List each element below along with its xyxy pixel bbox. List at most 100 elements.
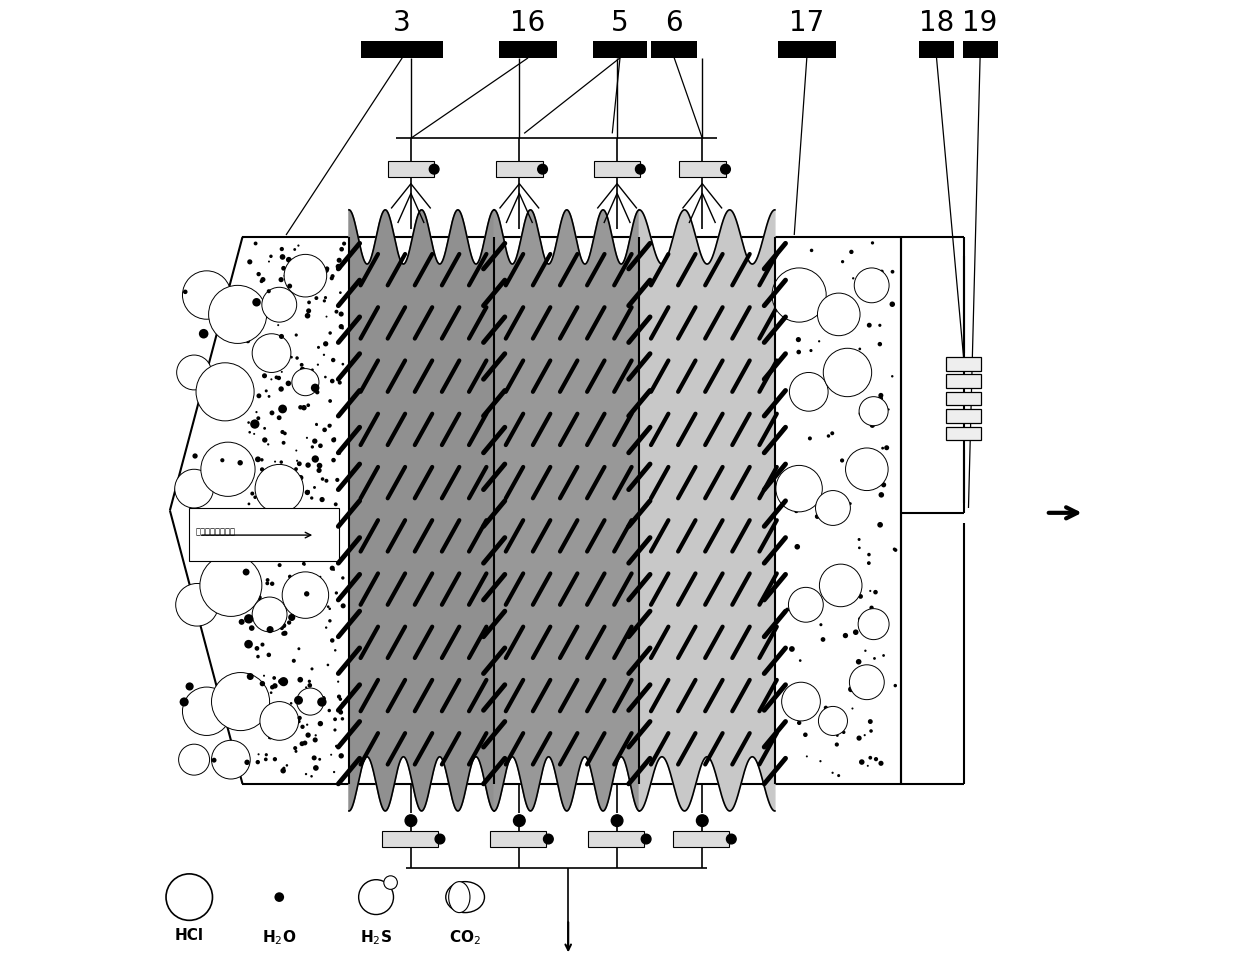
Text: 18: 18 [919,9,954,37]
Circle shape [260,468,264,471]
Circle shape [200,554,262,617]
Circle shape [293,600,298,605]
Circle shape [250,312,255,317]
Circle shape [273,543,275,544]
Bar [388,162,434,177]
Circle shape [275,504,280,508]
Circle shape [331,437,336,442]
Circle shape [329,546,332,551]
Circle shape [301,562,306,566]
Circle shape [823,349,872,396]
Circle shape [337,266,341,271]
Circle shape [810,349,812,353]
Circle shape [291,658,296,663]
Circle shape [325,479,329,483]
Circle shape [267,705,269,707]
Circle shape [848,687,854,693]
Circle shape [257,393,262,398]
Circle shape [325,626,327,629]
Circle shape [315,296,319,300]
Circle shape [324,267,329,273]
Circle shape [823,519,827,523]
Circle shape [260,277,265,282]
Circle shape [249,625,254,631]
Circle shape [877,522,883,528]
Text: 5: 5 [611,9,629,37]
Circle shape [270,581,274,586]
Circle shape [304,693,306,696]
Circle shape [892,375,894,378]
Circle shape [336,258,342,263]
Circle shape [263,544,265,547]
Circle shape [290,702,293,704]
Circle shape [330,277,334,281]
Circle shape [250,312,255,316]
Circle shape [858,538,861,541]
Circle shape [247,673,254,680]
Circle shape [837,774,841,777]
Circle shape [341,327,343,329]
Text: 3: 3 [393,9,412,37]
Circle shape [301,405,306,410]
Circle shape [269,715,273,720]
Circle shape [835,715,837,717]
Circle shape [267,289,270,293]
Polygon shape [348,209,495,811]
Circle shape [324,341,329,347]
Circle shape [863,734,866,736]
Circle shape [337,381,342,385]
Circle shape [244,640,253,649]
Circle shape [267,626,274,633]
Circle shape [298,716,301,720]
Circle shape [858,546,861,549]
Bar [496,162,543,177]
Circle shape [339,710,343,715]
Circle shape [799,310,804,315]
Circle shape [340,246,343,251]
Circle shape [270,378,273,381]
Circle shape [795,543,800,549]
Circle shape [268,727,274,731]
Circle shape [878,323,882,327]
Circle shape [864,650,867,652]
Circle shape [267,295,269,298]
Circle shape [785,608,790,612]
Text: CO$_2$: CO$_2$ [449,928,481,947]
Circle shape [269,556,274,561]
Circle shape [268,736,272,739]
Bar [946,409,981,423]
Circle shape [166,874,212,920]
Circle shape [327,424,331,428]
Circle shape [306,600,309,602]
Circle shape [789,306,792,309]
Circle shape [273,364,275,367]
Circle shape [257,496,262,501]
Circle shape [331,532,336,537]
Circle shape [808,436,812,440]
Circle shape [288,283,293,288]
Circle shape [257,655,259,658]
Circle shape [212,758,217,763]
Circle shape [238,460,243,466]
Circle shape [835,519,839,523]
Circle shape [894,684,897,688]
Circle shape [334,770,335,773]
Circle shape [320,272,325,277]
Circle shape [882,482,887,487]
Circle shape [843,633,848,638]
Circle shape [832,771,833,774]
Circle shape [260,347,262,349]
Circle shape [308,537,310,540]
Circle shape [856,659,862,664]
Circle shape [268,395,270,397]
Circle shape [255,513,259,517]
Bar [919,42,954,57]
Circle shape [312,438,317,444]
Circle shape [329,608,331,610]
Circle shape [720,165,730,174]
Circle shape [543,834,553,843]
Circle shape [283,431,286,435]
Bar [673,831,729,846]
Circle shape [435,834,445,843]
Circle shape [277,415,281,420]
